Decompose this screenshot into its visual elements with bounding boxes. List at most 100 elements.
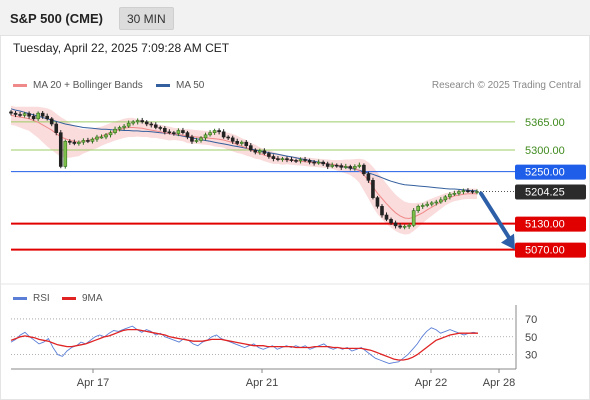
legend-rsi: RSI — [13, 293, 50, 304]
candle — [9, 111, 13, 114]
candle — [258, 150, 262, 153]
candle — [384, 214, 389, 220]
candle — [181, 130, 185, 133]
candle — [448, 193, 452, 198]
candle — [420, 205, 425, 207]
legend-rsi-label: RSI — [33, 293, 50, 304]
rsi-tick-30: 30 — [525, 350, 537, 362]
legend-ma50: MA 50 — [156, 80, 204, 91]
last-price-label: 5204.25 — [525, 186, 565, 198]
level-label-5070.00: 5070.00 — [525, 245, 565, 257]
forecast-arrow-shaft — [479, 191, 511, 240]
ma50-swatch — [156, 84, 170, 87]
candle — [298, 159, 303, 162]
legend-9ma-label: 9MA — [82, 293, 103, 304]
candle — [113, 128, 117, 133]
level-label-5250.00: 5250.00 — [525, 167, 565, 179]
candle — [104, 134, 108, 138]
timeframe-badge[interactable]: 30 MIN — [119, 7, 174, 30]
level-label-5365.00: 5365.00 — [525, 117, 565, 129]
candle — [325, 163, 330, 167]
candle — [267, 153, 271, 157]
ma9-swatch — [62, 297, 76, 300]
candle — [307, 160, 312, 163]
candle — [185, 132, 190, 138]
forecast-arrow-head — [501, 233, 515, 250]
candle — [411, 210, 416, 226]
x-tick-label-3: Apr 28 — [483, 377, 515, 389]
candle — [172, 132, 176, 134]
candle — [303, 159, 307, 161]
candle — [221, 131, 226, 138]
candle — [99, 136, 104, 139]
candle — [212, 130, 217, 133]
copyright: Research © 2025 Trading Central — [431, 80, 581, 91]
candle — [86, 140, 90, 142]
candle — [140, 120, 145, 123]
candle — [81, 140, 86, 143]
candle — [90, 138, 95, 142]
rsi-tick-70: 70 — [525, 314, 537, 326]
candle — [176, 130, 181, 134]
candle — [144, 121, 149, 125]
candle — [289, 159, 294, 161]
candle — [190, 136, 194, 142]
candle — [27, 113, 31, 117]
candle — [22, 113, 27, 116]
candle — [40, 112, 45, 117]
rsi-tick-50: 50 — [525, 332, 537, 344]
candle — [58, 132, 63, 167]
ma20-swatch — [13, 84, 27, 87]
candle — [407, 225, 411, 227]
candle — [131, 121, 135, 124]
candle — [194, 140, 199, 142]
timestamp: Tuesday, April 22, 2025 7:09:28 AM CET — [13, 41, 230, 55]
candles — [9, 110, 479, 230]
candle — [457, 191, 461, 194]
candle — [239, 141, 244, 144]
candle — [108, 132, 113, 136]
candle — [371, 180, 375, 198]
legend-ma20: MA 20 + Bollinger Bands — [13, 80, 143, 91]
candle — [158, 127, 163, 129]
candle — [321, 161, 325, 165]
candle — [416, 206, 420, 211]
candle — [366, 173, 371, 181]
candle — [13, 112, 18, 115]
candle — [434, 201, 439, 204]
candle — [230, 137, 235, 142]
candle — [244, 141, 249, 146]
candle — [330, 164, 335, 167]
candle — [126, 122, 131, 127]
candle — [248, 145, 253, 151]
candle — [31, 115, 36, 120]
candle — [429, 202, 434, 205]
candle — [199, 137, 203, 141]
bollinger-band — [11, 105, 477, 235]
candle — [217, 130, 221, 133]
candle — [63, 141, 68, 167]
candle — [461, 190, 466, 193]
candle — [226, 136, 230, 139]
candle — [470, 190, 475, 193]
instrument-title: S&P 500 (CME) — [10, 11, 103, 26]
candle — [49, 118, 54, 125]
ma50-line — [10, 108, 477, 192]
x-tick-label-2: Apr 22 — [415, 377, 447, 389]
level-tag-5070.00 — [515, 242, 586, 258]
candle — [402, 225, 407, 228]
candle — [375, 197, 380, 207]
candle — [68, 141, 72, 143]
candle — [393, 222, 398, 227]
candle — [153, 124, 158, 128]
candle — [334, 164, 339, 167]
candle — [45, 115, 49, 120]
candle — [271, 156, 276, 159]
legend-ma20-label: MA 20 + Bollinger Bands — [33, 80, 143, 91]
candle — [117, 127, 122, 130]
candle — [18, 114, 22, 116]
candle — [167, 131, 172, 134]
candle — [312, 161, 316, 164]
candle — [425, 203, 430, 206]
